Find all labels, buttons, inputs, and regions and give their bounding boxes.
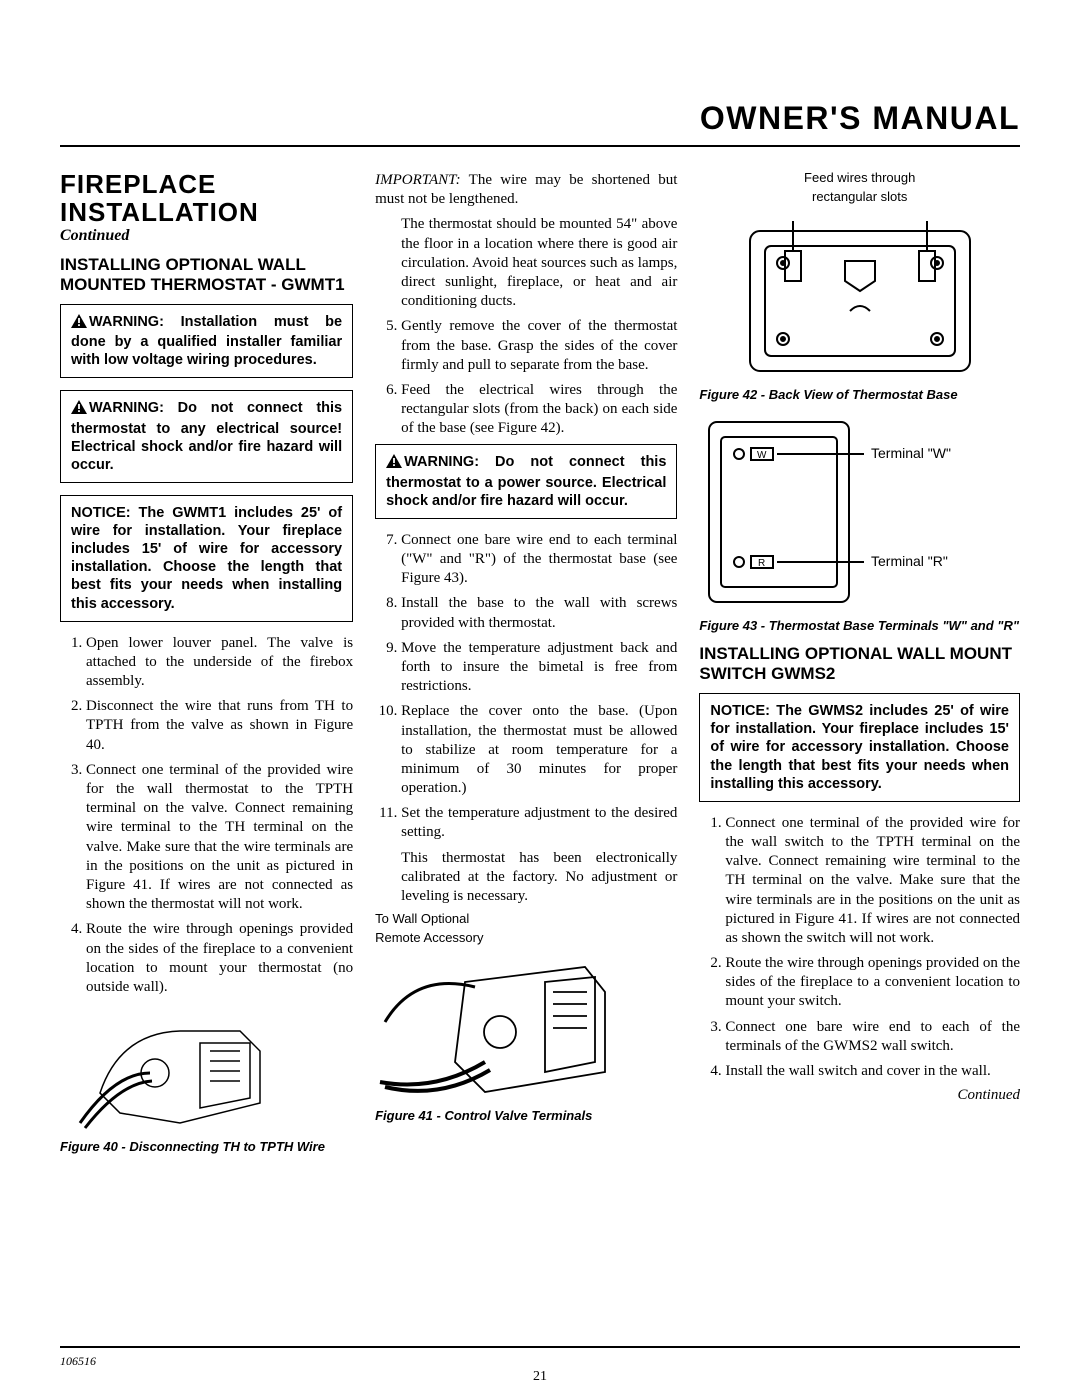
figure-42-label-2: rectangular slots <box>699 190 1020 205</box>
continued-label: Continued <box>60 227 353 245</box>
header-rule <box>60 145 1020 147</box>
figure-40-caption: Figure 40 - Disconnecting TH to TPTH Wir… <box>60 1139 353 1155</box>
section-title-line2: INSTALLATION <box>60 199 353 225</box>
step-7: Connect one bare wire end to each termin… <box>401 531 677 589</box>
figure-43-caption: Figure 43 - Thermostat Base Terminals "W… <box>699 618 1020 634</box>
switch-step-3: Connect one bare wire end to each of the… <box>725 1018 1020 1056</box>
step-4: Route the wire through openings provided… <box>86 920 353 997</box>
mounting-paragraph: The thermostat should be mounted 54" abo… <box>401 215 677 311</box>
figure-43-svg: W R Terminal "W" Terminal "R" <box>699 412 999 612</box>
footer-spacer <box>1017 1354 1020 1369</box>
step-11: Set the temperature adjustment to the de… <box>401 804 677 842</box>
svg-text:R: R <box>758 558 765 569</box>
notice-1-text: NOTICE: The GWMT1 includes 25' of wire f… <box>71 505 342 612</box>
step-6: Feed the electrical wires through the re… <box>401 381 677 439</box>
install-steps-1-4: Open lower louver panel. The valve is at… <box>60 634 353 997</box>
switch-steps: Connect one terminal of the provided wir… <box>699 814 1020 1081</box>
column-3: Feed wires through rectangular slots Fig… <box>699 171 1020 1165</box>
warning-box-1: WARNING: Installation must be done by a … <box>60 304 353 378</box>
step-5: Gently remove the cover of the thermosta… <box>401 317 677 375</box>
switch-step-1: Connect one terminal of the provided wir… <box>725 814 1020 948</box>
step-3: Connect one terminal of the provided wir… <box>86 761 353 915</box>
content-columns: FIREPLACE INSTALLATION Continued INSTALL… <box>60 171 1020 1165</box>
column-1: FIREPLACE INSTALLATION Continued INSTALL… <box>60 171 353 1165</box>
figure-41-label-2: Remote Accessory <box>375 931 677 946</box>
figure-41-svg <box>375 952 625 1102</box>
notice-2-text: NOTICE: The GWMS2 includes 25' of wire f… <box>710 703 1009 792</box>
install-steps-7-11: Connect one bare wire end to each termin… <box>375 531 677 843</box>
terminal-r-label: Terminal "R" <box>871 553 948 569</box>
figure-40-svg <box>60 1003 280 1133</box>
figure-41-caption: Figure 41 - Control Valve Terminals <box>375 1108 677 1124</box>
important-label: IMPORTANT: <box>375 172 461 188</box>
continued-right: Continued <box>699 1087 1020 1104</box>
warning-box-3: WARNING: Do not connect this thermostat … <box>375 444 677 518</box>
notice-box-1: NOTICE: The GWMT1 includes 25' of wire f… <box>60 495 353 622</box>
warning-3-text: WARNING: Do not connect this thermostat … <box>386 454 666 508</box>
switch-step-4: Install the wall switch and cover in the… <box>725 1062 1020 1081</box>
step-2: Disconnect the wire that runs from TH to… <box>86 697 353 755</box>
important-paragraph: IMPORTANT: The wire may be shortened but… <box>375 171 677 209</box>
warning-icon <box>71 314 87 333</box>
warning-icon <box>386 454 402 473</box>
warning-box-2: WARNING: Do not connect this thermostat … <box>60 390 353 483</box>
install-steps-5-6: Gently remove the cover of the thermosta… <box>375 317 677 438</box>
warning-1-text: WARNING: Installation must be done by a … <box>71 314 342 368</box>
subhead-gwms2: INSTALLING OPTIONAL WALL MOUNT SWITCH GW… <box>699 644 1020 683</box>
column-2: IMPORTANT: The wire may be shortened but… <box>375 171 677 1165</box>
footer-doc-number: 106516 <box>60 1354 96 1369</box>
calibration-paragraph: This thermostat has been electronically … <box>401 849 677 907</box>
notice-box-2: NOTICE: The GWMS2 includes 25' of wire f… <box>699 693 1020 802</box>
switch-step-2: Route the wire through openings provided… <box>725 954 1020 1012</box>
warning-icon <box>71 400 87 419</box>
terminal-w-label: Terminal "W" <box>871 445 951 461</box>
step-8: Install the base to the wall with screws… <box>401 594 677 632</box>
figure-41-label-1: To Wall Optional <box>375 912 677 927</box>
figure-42-svg <box>725 211 995 381</box>
page-footer: 106516 21 <box>60 1346 1020 1369</box>
footer-page-number: 21 <box>60 1369 1020 1385</box>
warning-2-text: WARNING: Do not connect this thermostat … <box>71 400 342 472</box>
figure-42-label-1: Feed wires through <box>699 171 1020 186</box>
step-9: Move the temperature adjustment back and… <box>401 639 677 697</box>
step-1: Open lower louver panel. The valve is at… <box>86 634 353 692</box>
section-title-line1: FIREPLACE <box>60 171 353 197</box>
page-header-title: OWNER'S MANUAL <box>60 100 1020 137</box>
svg-text:W: W <box>757 450 767 461</box>
step-10: Replace the cover onto the base. (Upon i… <box>401 702 677 798</box>
figure-42-caption: Figure 42 - Back View of Thermostat Base <box>699 387 1020 403</box>
subhead-gwmt1: INSTALLING OPTIONAL WALL MOUNTED THERMOS… <box>60 255 353 294</box>
